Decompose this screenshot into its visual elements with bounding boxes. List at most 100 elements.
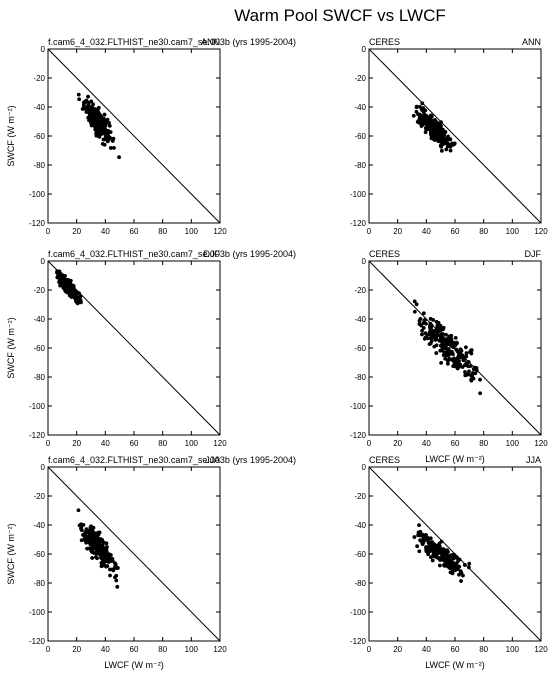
scatter-point [444, 332, 448, 337]
scatter-point [411, 113, 416, 118]
scatter-point [420, 328, 424, 333]
y-tick-label: -100 [350, 402, 367, 411]
chart-panel-3: 0 20 40 60 80 100 120 0 -20 -40 -60 -80 -100 -120 f.ca… [6, 249, 296, 448]
scatter-point [102, 142, 107, 147]
scatter-point [63, 278, 67, 282]
scatter-point [432, 344, 437, 349]
scatter-point [443, 139, 448, 144]
scatter-point [459, 570, 464, 575]
scatter-point [449, 333, 454, 338]
scatter-point [101, 137, 106, 142]
scatter-point [458, 355, 463, 360]
scatter-point [434, 135, 439, 140]
scatter-point [449, 349, 454, 354]
scatter-point [445, 361, 450, 366]
scatter-point [88, 542, 93, 547]
scatter-point [446, 560, 451, 565]
panel-right-label: ANN [522, 37, 541, 47]
scatter-point [104, 129, 109, 134]
x-tick-label: 100 [185, 439, 199, 448]
scatter-point [444, 353, 449, 358]
scatter-point [454, 562, 459, 567]
scatter-point [441, 325, 446, 330]
scatter-point [414, 105, 419, 110]
scatter-point [85, 535, 89, 540]
scatter-point [89, 532, 94, 537]
scatter-point [71, 284, 76, 289]
scatter-point [421, 540, 426, 545]
scatter-point [435, 329, 439, 334]
scatter-point [104, 120, 109, 125]
y-tick-label: 0 [41, 45, 46, 54]
scatter-point [107, 120, 111, 125]
scatter-point [88, 119, 93, 124]
scatter-point [470, 371, 475, 375]
scatter-point [433, 554, 437, 559]
scatter-point [94, 107, 99, 112]
y-tick-label: -60 [33, 344, 45, 353]
scatter-point [57, 269, 62, 274]
scatter-point [441, 344, 446, 349]
reference-line [47, 48, 221, 224]
y-tick-label: -60 [354, 132, 366, 141]
scatter-point [102, 548, 107, 553]
scatter-point [422, 336, 427, 341]
scatter-point [451, 556, 456, 561]
scatter-point [95, 556, 99, 561]
y-tick-label: 0 [41, 257, 46, 266]
y-tick-label: -40 [354, 103, 366, 112]
y-tick-label: -120 [350, 637, 367, 646]
scatter-point [418, 529, 423, 534]
scatter-point [96, 111, 101, 116]
y-tick-label: -40 [354, 315, 366, 324]
scatter-point [463, 373, 468, 378]
scatter-point [434, 335, 439, 340]
x-tick-label: 60 [130, 439, 139, 448]
scatter-point [430, 542, 435, 547]
scatter-point [110, 139, 115, 143]
scatter-point [426, 124, 431, 129]
x-axis-label: LWCF (W m⁻²) [425, 454, 485, 464]
scatter-point [419, 107, 424, 112]
y-tick-label: -40 [354, 521, 366, 530]
panel-right-label: JJA [205, 455, 220, 465]
scatter-point [110, 556, 115, 561]
x-tick-label: 100 [185, 645, 199, 654]
scatter-point [431, 133, 436, 138]
x-tick-label: 80 [479, 439, 488, 448]
scatter-point [445, 340, 450, 345]
scatter-point [426, 536, 431, 541]
scatter-point [442, 557, 446, 561]
scatter-point [429, 336, 433, 341]
scatter-point [444, 147, 449, 152]
y-tick-label: -120 [350, 431, 367, 440]
x-tick-label: 80 [479, 645, 488, 654]
reference-line [47, 260, 221, 436]
x-tick-label: 120 [213, 227, 227, 236]
scatter-point [417, 112, 422, 117]
scatter-point [443, 561, 448, 566]
scatter-point [430, 331, 435, 335]
x-tick-label: 60 [130, 227, 139, 236]
scatter-point [412, 299, 417, 304]
scatter-point [115, 584, 120, 589]
scatter-point [98, 118, 103, 123]
scatter-point [419, 323, 424, 328]
scatter-point [424, 532, 428, 537]
scatter-point [105, 136, 110, 141]
x-tick-label: 80 [479, 227, 488, 236]
y-tick-label: -60 [33, 550, 45, 559]
scatter-point [474, 368, 479, 373]
reference-line [368, 48, 542, 224]
y-axis-label: SWCF (W m⁻²) [6, 105, 16, 166]
panel-right-label: JJA [526, 455, 541, 465]
y-axis-label: SWCF (W m⁻²) [6, 317, 16, 378]
scatter-point [112, 145, 116, 150]
scatter-point [429, 323, 434, 328]
scatter-point [418, 316, 423, 321]
scatter-point [424, 547, 428, 552]
y-tick-label: -80 [33, 579, 45, 588]
x-tick-label: 120 [534, 645, 548, 654]
scatter-point [430, 558, 435, 563]
scatter-point [93, 537, 98, 542]
